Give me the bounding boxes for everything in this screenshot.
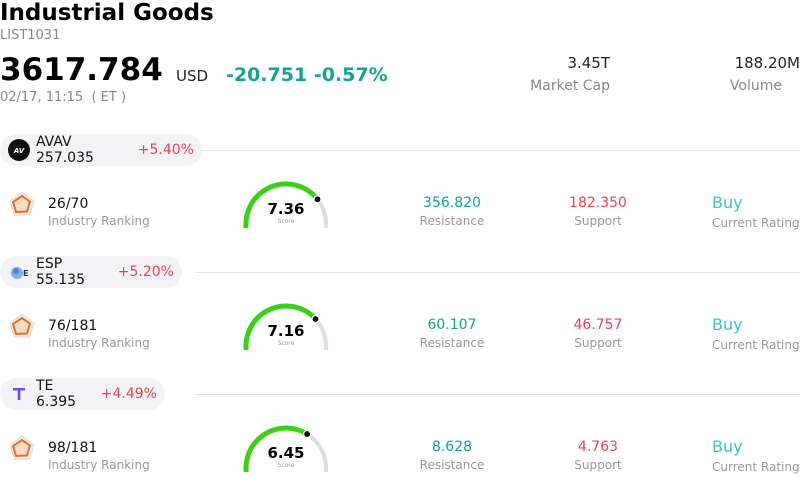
resistance-label: Resistance [419, 458, 485, 472]
stock-ticker-price: AVAV 257.035 [36, 134, 134, 166]
support-value: 4.763 [577, 439, 619, 455]
stock-ticker-price: ESP 55.135 [36, 256, 114, 288]
index-code: LIST1031 [0, 28, 61, 43]
change-value: -20.751 [226, 64, 308, 86]
industry-rank-value: 98/181 [48, 440, 98, 456]
stock-pill[interactable]: TE 6.395 +4.49% [0, 378, 165, 410]
rating-value[interactable]: Buy [712, 437, 743, 456]
score-value: 7.36 [267, 200, 305, 218]
svg-text:E: E [23, 269, 28, 278]
stock-price: 6.395 [36, 394, 77, 410]
support-label: Support [574, 336, 622, 350]
industry-rank-value: 26/70 [48, 196, 89, 212]
resistance-value: 60.107 [427, 317, 477, 333]
resistance-value: 8.628 [431, 439, 473, 455]
stock-ticker: ESP [36, 256, 63, 272]
stock-ticker: TE [36, 378, 54, 394]
support-label: Support [574, 458, 622, 472]
support-value: 182.350 [569, 195, 627, 211]
score-gauge [243, 181, 328, 228]
score-label: Score [277, 340, 295, 347]
volume-label: Volume [729, 78, 782, 94]
volume-value: 188.20M [734, 54, 800, 72]
rating-label: Current Rating [712, 460, 800, 474]
row-divider [195, 272, 800, 273]
row-divider [195, 394, 800, 395]
industry-rank-value: 76/181 [48, 318, 98, 334]
index-price: 3617.784 [0, 52, 163, 88]
te-logo-icon [8, 383, 30, 405]
stock-change-percent: +4.49% [100, 386, 157, 402]
market-cap-value: 3.45T [567, 54, 610, 72]
stock-pill[interactable]: AV AVAV 257.035 +5.40% [0, 134, 202, 166]
stock-pill[interactable]: E ESP 55.135 +5.20% [0, 256, 182, 288]
rating-label: Current Rating [712, 216, 800, 230]
svg-text:AV: AV [13, 147, 25, 155]
change-percent: -0.57% [313, 64, 388, 86]
rating-value[interactable]: Buy [712, 315, 743, 334]
timestamp: 02/17, 11:15 ( ET ) [0, 90, 127, 105]
stock-ticker: AVAV [36, 134, 72, 150]
support-value: 46.757 [573, 317, 623, 333]
rating-label: Current Rating [712, 338, 800, 352]
score-gauge [243, 425, 328, 472]
score-value: 6.45 [267, 444, 305, 462]
stock-price: 257.035 [36, 150, 94, 166]
currency-label: USD [176, 67, 209, 85]
avav-logo-icon: AV [8, 139, 30, 161]
price-change: -20.751 -0.57% [226, 64, 388, 86]
pentagon-ranking-icon [9, 435, 35, 460]
pentagon-ranking-icon [9, 191, 35, 216]
stock-price: 55.135 [36, 272, 85, 288]
score-label: Score [277, 218, 295, 225]
resistance-label: Resistance [419, 214, 485, 228]
stock-change-percent: +5.40% [137, 142, 194, 158]
esp-logo-icon: E [8, 261, 30, 283]
score-value: 7.16 [267, 322, 305, 340]
score-gauge [243, 303, 328, 350]
score-label: Score [277, 462, 295, 469]
rating-value[interactable]: Buy [712, 193, 743, 212]
industry-rank-label: Industry Ranking [48, 214, 150, 228]
stock-ticker-price: TE 6.395 [36, 378, 97, 410]
market-cap-label: Market Cap [530, 78, 610, 94]
stock-change-percent: +5.20% [117, 264, 174, 280]
row-divider [195, 150, 800, 151]
pentagon-ranking-icon [9, 313, 35, 338]
page-title: Industrial Goods [0, 0, 214, 26]
resistance-value: 356.820 [423, 195, 481, 211]
industry-rank-label: Industry Ranking [48, 458, 150, 472]
industry-rank-label: Industry Ranking [48, 336, 150, 350]
resistance-label: Resistance [419, 336, 485, 350]
support-label: Support [574, 214, 622, 228]
